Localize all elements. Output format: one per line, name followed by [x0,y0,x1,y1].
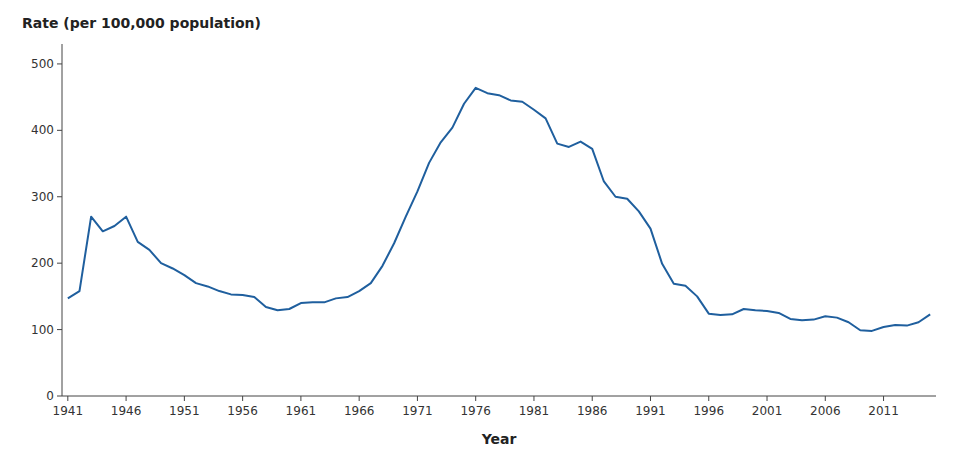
x-tick-label: 1971 [402,404,433,418]
x-tick-label: 1941 [53,404,84,418]
y-tick [57,63,62,64]
x-tick-label: 1976 [460,404,491,418]
x-tick-label: 1996 [693,404,724,418]
x-tick-label: 1966 [344,404,375,418]
x-tick [533,396,534,401]
x-tick-label: 2006 [810,404,841,418]
y-tick [57,329,62,330]
x-tick-label: 1991 [635,404,666,418]
x-tick [767,396,768,401]
x-axis-line [62,396,936,397]
x-tick [417,396,418,401]
x-tick [126,396,127,401]
x-axis-title: Year [481,431,517,447]
x-tick [825,396,826,401]
x-tick [475,396,476,401]
x-tick [359,396,360,401]
x-tick-label: 1961 [286,404,317,418]
y-tick-label: 500 [31,57,54,71]
x-tick [67,396,68,401]
plot-area [68,88,930,331]
x-tick-label: 1981 [519,404,550,418]
x-tick [708,396,709,401]
chart: 1941 1946 1951 1956 1961 1966 1971 1976 1981 1986… [0,0,960,458]
y-tick-label: 100 [31,323,54,337]
x-tick-label: 1956 [227,404,258,418]
y-tick-label: 0 [46,389,54,403]
y-tick [57,396,62,397]
y-tick [57,263,62,264]
x-tick-label: 2001 [752,404,783,418]
y-tick-label: 300 [31,190,54,204]
x-tick-label: 2011 [868,404,899,418]
y-tick [57,196,62,197]
x-tick [650,396,651,401]
x-tick-label: 1986 [577,404,608,418]
x-tick [883,396,884,401]
line [68,88,930,331]
x-tick [242,396,243,401]
axes: 1941 1946 1951 1956 1961 1966 1971 1976 1981 1986… [31,44,936,418]
y-axis-title: Rate (per 100,000 population) [22,15,261,31]
x-tick-label: 1951 [169,404,200,418]
x-tick [300,396,301,401]
y-tick [57,130,62,131]
x-tick [184,396,185,401]
x-tick-label: 1946 [111,404,142,418]
y-tick-label: 200 [31,256,54,270]
y-axis-line [62,44,63,396]
y-tick-label: 400 [31,123,54,137]
x-tick [592,396,593,401]
